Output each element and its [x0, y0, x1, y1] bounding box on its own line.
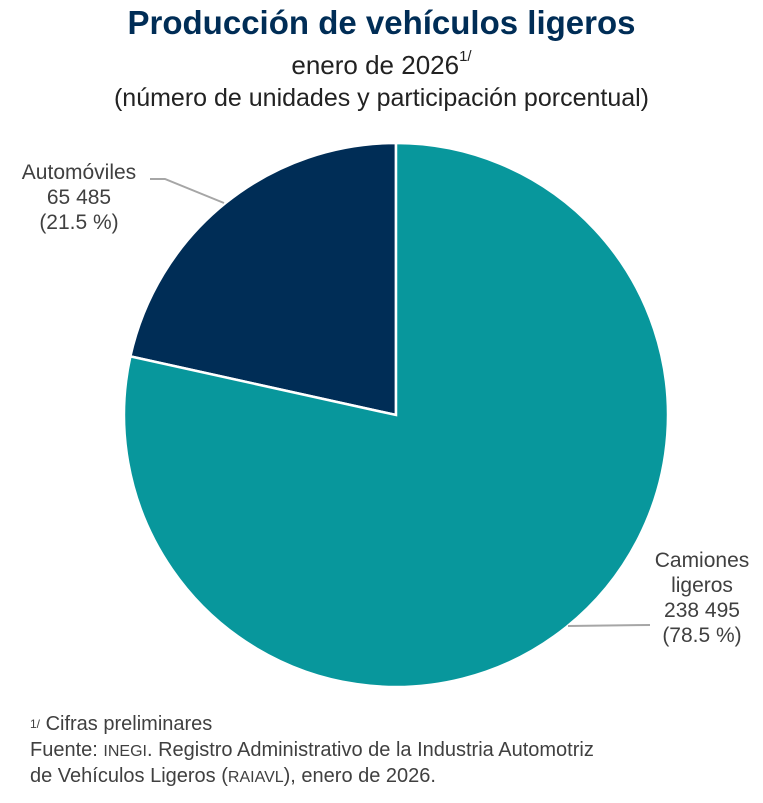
- source-line2-a: de Vehículos Ligeros (: [30, 765, 228, 787]
- pie-slice-camiones-ligeros: [122, 141, 670, 689]
- label-automoviles-value: 65 485: [46, 186, 112, 209]
- label-automoviles: Automóviles 65 485 (21.5 %): [4, 160, 154, 235]
- label-camiones-name-1: Camiones: [654, 549, 750, 572]
- source-org: INEGI: [103, 743, 147, 760]
- source-acronym: RAIAVL: [227, 769, 284, 786]
- label-camiones: Camiones ligeros 238 495 (78.5 %): [640, 548, 763, 648]
- label-camiones-value: 238 495: [664, 599, 740, 622]
- source-line-1: Fuente: INEGI. Registro Administrativo d…: [30, 738, 594, 764]
- footnote-marker: 1/: [30, 717, 41, 731]
- label-automoviles-percent: (21.5 %): [39, 211, 119, 234]
- label-camiones-percent: (78.5 %): [662, 624, 742, 647]
- leader-line-camiones: [567, 624, 651, 627]
- leader-line-automoviles: [150, 178, 225, 204]
- pie-slice-automoviles: [128, 141, 398, 417]
- chart-title: Producción de vehículos ligeros: [127, 4, 636, 41]
- label-camiones-name-2: ligeros: [671, 574, 733, 597]
- source-mid: . Registro Administrativo de la Industri…: [146, 739, 594, 761]
- chart-subtitle: enero de 20261/: [0, 48, 763, 81]
- source-line2-b: ), enero de 2026.: [283, 765, 436, 787]
- subtitle-note-marker: 1/: [459, 48, 472, 65]
- footnote-text: Cifras preliminares: [45, 713, 213, 735]
- footnote: 1/ Cifras preliminares: [30, 712, 212, 736]
- subtitle-text: enero de 2026: [291, 50, 460, 80]
- source-line-2: de Vehículos Ligeros (RAIAVL), enero de …: [30, 764, 436, 790]
- source-prefix: Fuente:: [30, 739, 104, 761]
- chart-subtitle-units: (número de unidades y participación porc…: [113, 84, 650, 112]
- label-automoviles-name: Automóviles: [21, 161, 137, 184]
